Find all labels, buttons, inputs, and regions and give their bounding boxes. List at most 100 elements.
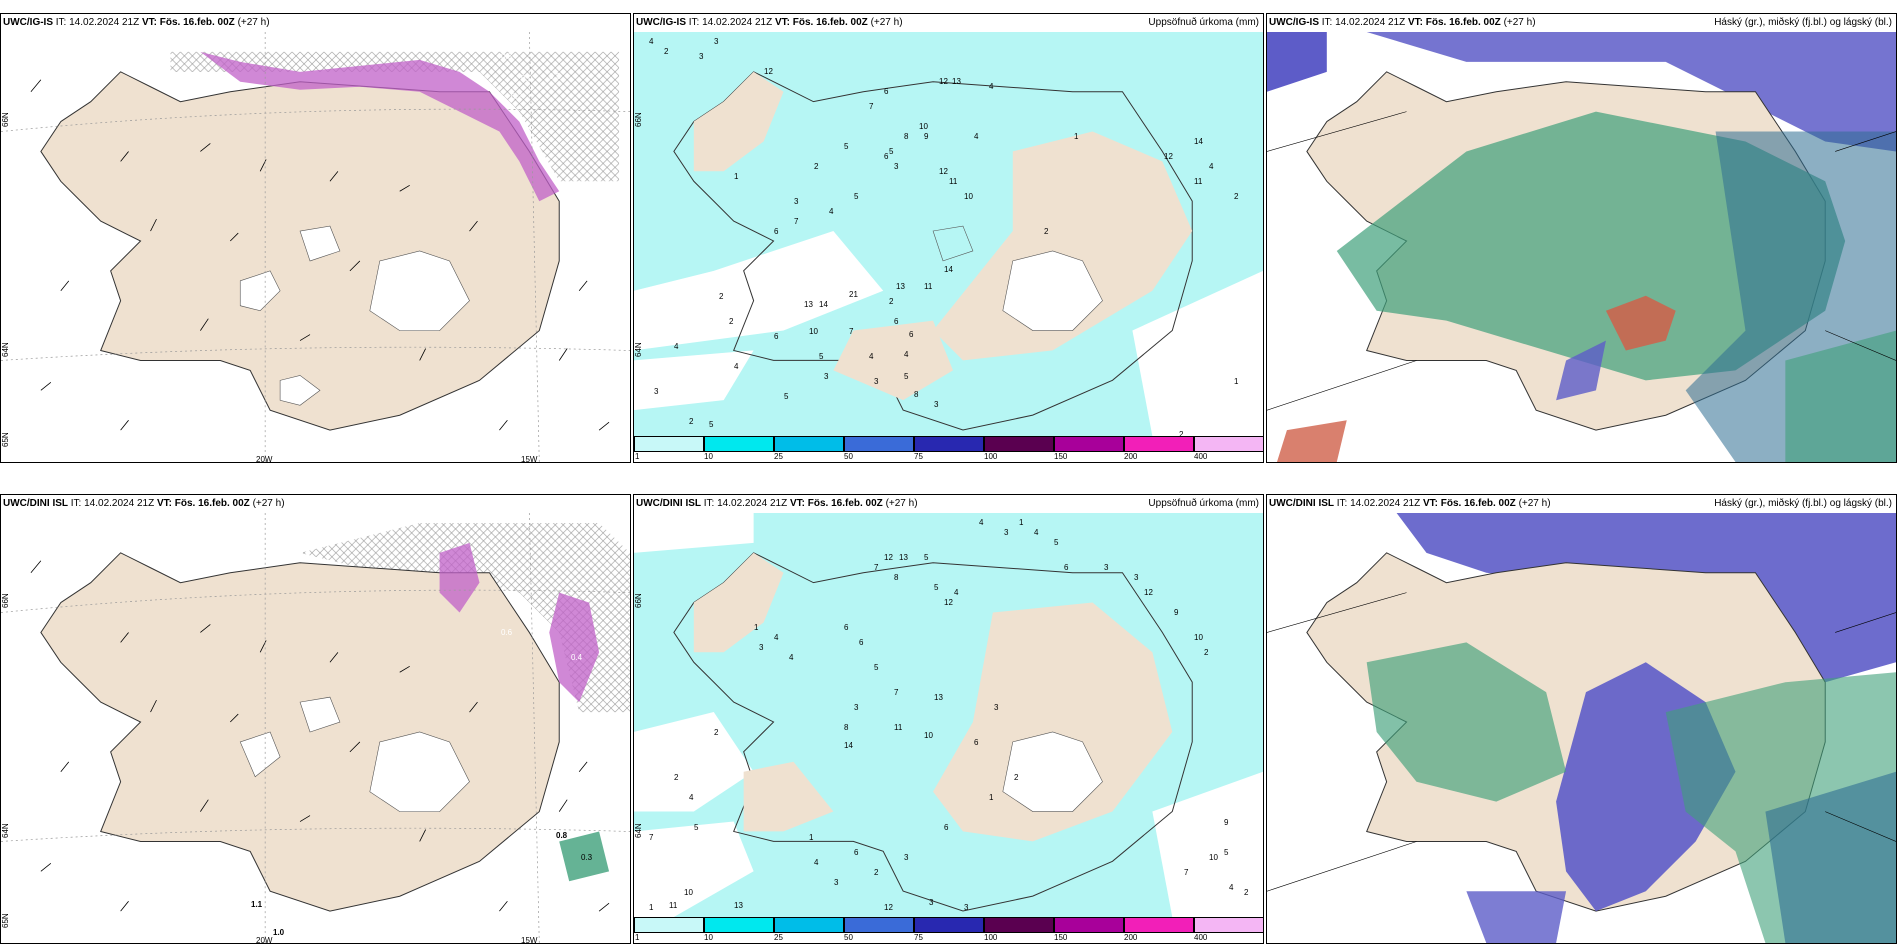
precip-value: 4 <box>869 352 874 361</box>
colorbar-tick: 1 <box>635 933 640 942</box>
colorbar-tick: 100 <box>984 452 998 461</box>
precip-value: 2 <box>664 47 669 56</box>
precip-value: 8 <box>844 723 849 732</box>
colorbar-tick: 150 <box>1054 933 1068 942</box>
cloud-map <box>1267 513 1896 943</box>
value-label: 0.6 <box>501 628 513 637</box>
panel-dini-precip: UWC/DINI ISL IT: 14.02.2024 21Z VT: Fös.… <box>633 494 1264 944</box>
precip-value: 1 <box>1234 377 1239 386</box>
map-area: 20W 15W 66N 64N 65N 0.8 0.3 1.1 1.0 0.6 … <box>1 513 630 943</box>
precip-value: 4 <box>904 350 909 359</box>
colorbar-swatch <box>1124 917 1194 933</box>
precip-value: 2 <box>814 162 819 171</box>
precip-value: 5 <box>934 583 939 592</box>
colorbar-swatch <box>1194 436 1263 452</box>
panel-dini-clouds: UWC/DINI ISL IT: 14.02.2024 21Z VT: Fös.… <box>1266 494 1897 944</box>
precip-value: 12 <box>939 77 948 86</box>
value-label: 0.7 <box>371 42 383 51</box>
precip-value: 4 <box>789 653 794 662</box>
precip-value: 10 <box>964 192 973 201</box>
precip-value: 3 <box>994 703 999 712</box>
map-area: 20W 15W 66N 64N 65N 0.2 0.7 0.6 0.5 0.3 … <box>1 32 630 462</box>
precip-value: 10 <box>684 888 693 897</box>
precip-value: 8 <box>914 390 919 399</box>
precip-value: 6 <box>894 317 899 326</box>
precip-value: 13 <box>804 300 813 309</box>
precip-value: 4 <box>989 82 994 91</box>
precip-value: 12 <box>1164 152 1173 161</box>
colorbar-swatch <box>914 917 984 933</box>
precip-value: 4 <box>954 588 959 597</box>
precip-value: 5 <box>924 553 929 562</box>
precip-value: 1 <box>1019 518 1024 527</box>
precip-value: 6 <box>1064 563 1069 572</box>
precip-value: 10 <box>809 327 818 336</box>
precip-value: 12 <box>884 903 893 912</box>
precip-value: 3 <box>834 878 839 887</box>
precip-value: 2 <box>874 868 879 877</box>
precip-value: 7 <box>874 563 879 572</box>
colorbar-swatch <box>984 436 1054 452</box>
precip-value: 4 <box>774 633 779 642</box>
precip-value: 14 <box>844 741 853 750</box>
precip-value: 2 <box>714 728 719 737</box>
precip-value: 5 <box>709 420 714 429</box>
colorbar-swatch <box>914 436 984 452</box>
precip-value: 5 <box>784 392 789 401</box>
precip-value: 2 <box>689 417 694 426</box>
precip-value: 14 <box>944 265 953 274</box>
colorbar-swatch <box>844 436 914 452</box>
colorbar-swatch <box>774 917 844 933</box>
precip-value: 12 <box>764 67 773 76</box>
colorbar-tick: 10 <box>704 452 713 461</box>
precip-value: 2 <box>729 317 734 326</box>
precip-value: 3 <box>1104 563 1109 572</box>
precip-value: 3 <box>874 377 879 386</box>
precip-value: 3 <box>934 400 939 409</box>
precip-value: 6 <box>859 638 864 647</box>
precip-value: 7 <box>794 217 799 226</box>
colorbar-tick: 150 <box>1054 452 1068 461</box>
colorbar-tick: 400 <box>1194 933 1208 942</box>
precip-value: 13 <box>734 901 743 910</box>
precip-value: 2 <box>1179 430 1184 439</box>
value-label: 0.2 <box>511 92 523 101</box>
precip-value: 2 <box>889 297 894 306</box>
precip-value: 11 <box>894 723 903 732</box>
precip-colorbar: 1 10 25 50 75 100 150 200 400 <box>634 917 1263 943</box>
panel-dini-wind: UWC/DINI ISL IT: 14.02.2024 21Z VT: Fös.… <box>0 494 631 944</box>
colorbar-tick: 10 <box>704 933 713 942</box>
precip-value: 10 <box>1194 633 1203 642</box>
colorbar-tick: 75 <box>914 452 923 461</box>
colorbar-tick: 1 <box>635 452 640 461</box>
precip-value: 6 <box>974 738 979 747</box>
precip-value: 5 <box>819 352 824 361</box>
precip-value: 5 <box>904 372 909 381</box>
precip-value: 8 <box>904 132 909 141</box>
lat-label-64n: 64N <box>1 342 10 357</box>
colorbar-tick: 200 <box>1124 933 1138 942</box>
precip-value: 10 <box>919 122 928 131</box>
precip-value: 11 <box>924 282 933 291</box>
lat-label-66n: 66N <box>634 593 643 608</box>
precip-value: 11 <box>1194 177 1203 186</box>
precip-value: 4 <box>674 342 679 351</box>
precip-value: 3 <box>794 197 799 206</box>
precip-value: 5 <box>844 142 849 151</box>
lat-label-65n: 65N <box>1 913 10 928</box>
precip-value: 4 <box>734 362 739 371</box>
precip-value: 5 <box>889 147 894 156</box>
panel-header: UWC/DINI ISL IT: 14.02.2024 21Z VT: Fös.… <box>3 498 285 509</box>
colorbar-swatch <box>1124 436 1194 452</box>
precip-value: 3 <box>759 643 764 652</box>
colorbar-swatch <box>634 917 704 933</box>
wind-barbs <box>30 79 610 431</box>
colorbar-swatch <box>1054 436 1124 452</box>
precip-value: 7 <box>894 688 899 697</box>
precip-value: 10 <box>924 731 933 740</box>
precip-value: 4 <box>974 132 979 141</box>
value-label: 0.3 <box>581 853 593 862</box>
precip-value: 12 <box>1144 588 1153 597</box>
precip-value: 2 <box>1014 773 1019 782</box>
precip-value: 14 <box>819 300 828 309</box>
